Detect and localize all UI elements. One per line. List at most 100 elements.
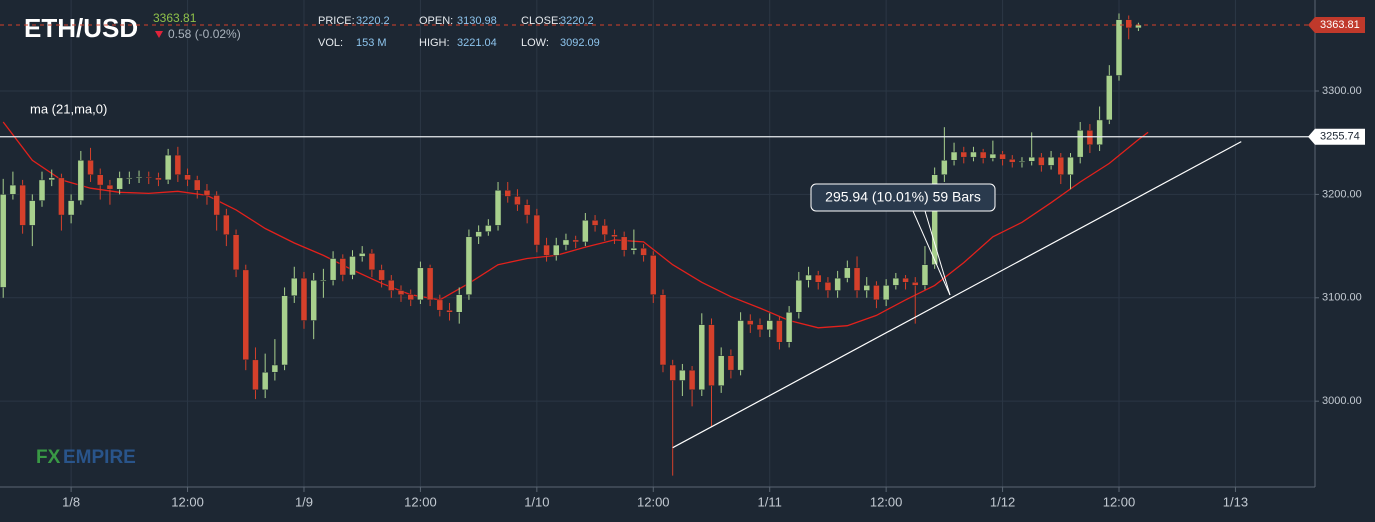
y-tick-label: 3100.00: [1322, 292, 1362, 304]
candle-body: [232, 234, 240, 271]
stat-label: PRICE:: [318, 15, 355, 27]
candle-body: [126, 177, 133, 180]
price-change: 0.58 (-0.02%): [168, 27, 241, 41]
y-tick-label: 3300.00: [1322, 85, 1362, 97]
candle-body: [155, 177, 162, 181]
candle-body: [902, 277, 909, 283]
candle-body: [213, 195, 220, 216]
candle-body: [194, 179, 201, 191]
candle-body: [1038, 156, 1045, 166]
candle-body: [417, 267, 424, 301]
candle-body: [9, 184, 17, 195]
candle-body: [921, 264, 929, 286]
candle-body: [1067, 156, 1074, 175]
candle-body: [446, 309, 453, 313]
candle-body: [261, 371, 269, 391]
x-tick-label: 1/8: [62, 494, 80, 509]
down-arrow: [155, 31, 163, 38]
candle-body: [58, 177, 65, 216]
candle-body: [620, 236, 628, 251]
candle-body: [329, 258, 337, 281]
x-tick-label: 1/11: [758, 494, 782, 509]
candle-body: [291, 277, 298, 296]
candle-body: [989, 153, 997, 159]
candle-body: [882, 285, 890, 301]
candle-body: [164, 154, 172, 181]
candle-body: [475, 231, 482, 238]
candle-body: [708, 324, 715, 386]
annotation-pointer: [912, 210, 951, 296]
candle-body: [174, 154, 182, 175]
candle-body: [824, 282, 832, 291]
candle-body: [0, 194, 7, 288]
candle-body: [378, 269, 385, 281]
candle-body: [116, 177, 123, 190]
candle-body: [1057, 156, 1065, 175]
candle-body: [776, 320, 783, 343]
x-tick-label: 12:00: [870, 494, 903, 509]
candle-body: [640, 247, 647, 256]
candle-body: [465, 236, 473, 295]
stat-label: CLOSE:: [521, 15, 561, 27]
indicator-label: ma (21,ma,0): [30, 101, 107, 116]
candle-body: [29, 200, 36, 226]
trend-line: [672, 141, 1242, 449]
candle-body: [844, 267, 851, 279]
x-tick-label: 1/12: [990, 494, 1015, 509]
candle-body: [135, 176, 143, 179]
x-tick-label: 12:00: [171, 494, 204, 509]
candle-body: [494, 190, 502, 226]
candle-body: [999, 153, 1006, 160]
candle-body: [688, 369, 696, 391]
stat-value: 3220.2: [356, 15, 390, 27]
candle-body: [717, 355, 725, 386]
x-tick-label: 12:00: [404, 494, 437, 509]
watermark-fx: FX: [36, 447, 61, 468]
candle-body: [756, 324, 764, 331]
candle-body: [950, 151, 958, 161]
candle-body: [87, 160, 94, 175]
candle-body: [397, 290, 405, 295]
candle-body: [834, 277, 841, 291]
candle-body: [184, 174, 191, 181]
x-tick-label: 12:00: [1103, 494, 1136, 509]
candle-body: [1115, 19, 1123, 76]
candle-body: [38, 179, 46, 201]
candle-body: [650, 255, 657, 295]
candle-body: [630, 247, 638, 251]
last-price: 3363.81: [153, 11, 197, 25]
candle-body: [407, 294, 414, 301]
stat-value: 3220.2: [560, 15, 594, 27]
candle-body: [795, 279, 803, 313]
candle-body: [1076, 130, 1084, 158]
candle-body: [970, 151, 977, 158]
candle-body: [271, 364, 279, 373]
candle-body: [941, 160, 948, 175]
y-tick-label: 3200.00: [1322, 188, 1362, 200]
candle-body: [388, 279, 395, 291]
candle-body: [339, 258, 347, 276]
candle-body: [300, 277, 308, 321]
stat-value: 3221.04: [457, 37, 497, 49]
candle-body: [553, 244, 560, 256]
stat-label: VOL:: [318, 37, 343, 49]
last-price-tag-label: 3363.81: [1320, 19, 1360, 31]
y-tick-label: 3000.00: [1322, 395, 1362, 407]
candle-body: [766, 320, 773, 331]
stat-value: 3130.98: [457, 15, 497, 27]
annotation-pointer: [924, 210, 951, 296]
candle-body: [320, 279, 327, 282]
candle-body: [747, 320, 754, 325]
candle-body: [1096, 119, 1103, 146]
candle-body: [349, 256, 356, 276]
annotation-box: [810, 183, 996, 212]
candle-body: [698, 324, 706, 391]
candle-body: [863, 285, 870, 291]
candle-body: [562, 239, 570, 246]
candle-body: [601, 225, 609, 235]
candle-body: [1125, 19, 1132, 29]
candle-body: [727, 355, 735, 371]
candle-body: [19, 184, 26, 226]
candle-body: [426, 267, 434, 301]
